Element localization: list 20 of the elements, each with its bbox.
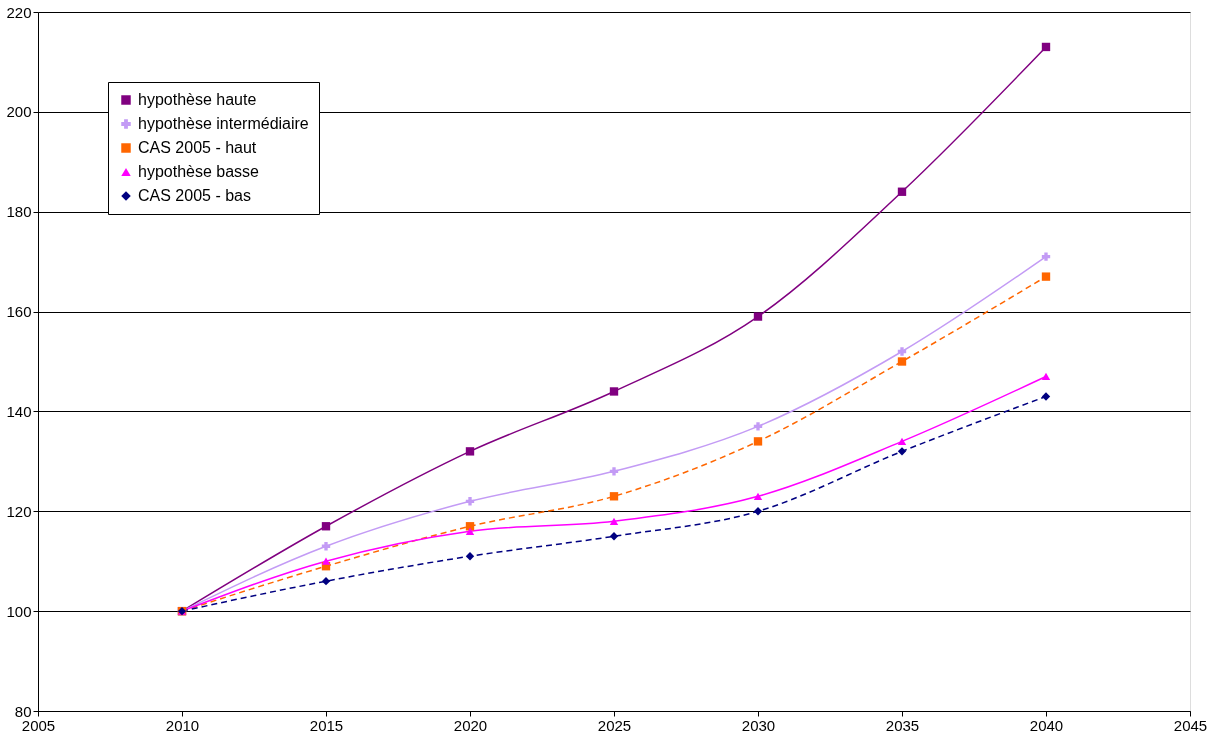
legend-label: CAS 2005 - bas (138, 187, 251, 204)
legend-label: hypothèse haute (138, 91, 257, 108)
y-tick-label: 200 (6, 103, 32, 121)
x-tick-label: 2035 (885, 716, 920, 734)
x-tick-label: 2015 (309, 716, 344, 734)
x-tick-label: 2030 (741, 716, 776, 734)
legend-label: CAS 2005 - haut (138, 139, 257, 156)
y-tick-label: 180 (6, 203, 32, 221)
y-tick-label: 160 (6, 303, 32, 321)
y-tick-label: 120 (6, 502, 32, 520)
y-tick-label: 100 (6, 602, 32, 620)
y-tick-label: 220 (6, 3, 32, 21)
x-tick-label: 2025 (597, 716, 632, 734)
x-tick-label: 2040 (1029, 716, 1064, 734)
legend-label: hypothèse intermédiaire (138, 115, 309, 132)
x-tick-label: 2045 (1173, 716, 1208, 734)
legend-label: hypothèse basse (138, 163, 260, 180)
x-tick-label: 2010 (165, 716, 200, 734)
x-tick-label: 2020 (453, 716, 488, 734)
y-tick-label: 140 (6, 402, 32, 420)
